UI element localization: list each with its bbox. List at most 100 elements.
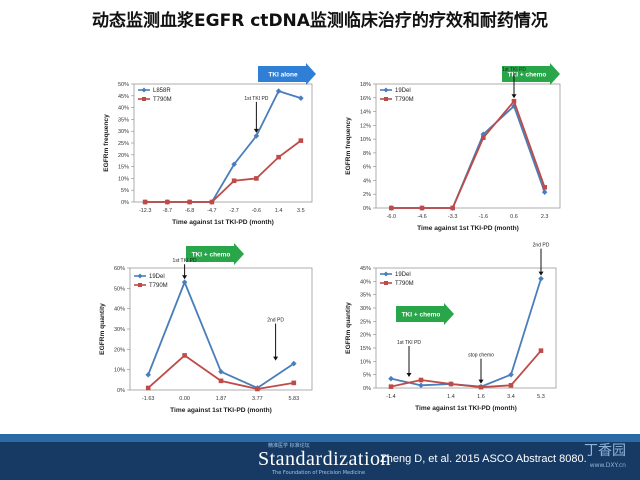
point-19Del [291, 360, 297, 367]
treatment-tag-label: TKI + chemo [192, 252, 231, 259]
x-tick-label: -2.7 [229, 208, 238, 214]
y-tick-label: 25% [118, 141, 129, 147]
point-T790M [538, 348, 544, 353]
point-L858R [298, 95, 304, 101]
y-tick-label: 30% [118, 129, 129, 135]
point-T790M [276, 154, 281, 160]
point-T790M [418, 377, 424, 383]
standardization-logo: 精准医学 标准论坛 Standardization The Foundation… [258, 442, 391, 478]
point-L858R [275, 88, 282, 94]
y-tick-label: 30% [360, 306, 371, 312]
x-tick-label: 3.5 [297, 208, 305, 214]
treatment-tag-arrow [396, 303, 454, 325]
x-tick-label: 1.6 [477, 394, 485, 400]
legend-marker [138, 283, 142, 287]
annotation-arrow-head [406, 373, 412, 377]
legend-marker [384, 97, 388, 101]
point-T790M [450, 205, 455, 211]
chart-2-svg: 0% 2% 4% 6% 8% 10% 12% 14% 16% 18% -6.0 -4.6 -3.3 -1.… [345, 63, 561, 232]
x-tick-label: -4.6 [417, 214, 426, 220]
point-T790M [255, 386, 260, 392]
y-tick-label: 10% [114, 368, 125, 374]
y-tick-label: 40% [114, 307, 125, 313]
x-tick-label: 5.83 [288, 396, 299, 402]
annotation-label: 1st TKI PD [502, 67, 526, 73]
y-axis-title: EGFRm quantity [99, 303, 106, 355]
x-axis-title: Time against 1st TKI-PD (month) [415, 405, 517, 412]
point-19Del [480, 131, 487, 138]
x-tick-label: -1.4 [386, 394, 395, 400]
annotation-arrow-head [478, 379, 484, 384]
y-tick-label: 8% [363, 151, 371, 157]
x-tick-label: -12.3 [139, 208, 152, 214]
x-tick-label: 3.4 [507, 394, 515, 400]
slide-title: 动态监测血浆EGFR ctDNA监测临床治疗的疗效和耐药情况 [92, 11, 548, 31]
watermark: 丁香园 [584, 443, 626, 459]
treatment-tag-arrow [258, 63, 316, 85]
x-axis-title: Time against 1st TKI-PD (month) [172, 219, 274, 226]
logo-sub-text: The Foundation of Precision Medicine [272, 470, 366, 476]
y-tick-label: 10% [360, 359, 371, 365]
x-tick-label: -3.3 [448, 214, 457, 220]
point-T790M [182, 353, 187, 358]
legend-label: 19Del [395, 88, 411, 94]
point-T790M [478, 384, 484, 390]
point-T790M [542, 185, 547, 190]
annotation-arrow-head [253, 128, 259, 133]
point-T790M [231, 178, 237, 184]
annotation-label: 2nd PD [533, 243, 550, 249]
x-tick-label: -1.6 [479, 214, 488, 220]
treatment-tag-label: TKI + chemo [508, 72, 547, 79]
x-tick-label: -8.7 [163, 208, 172, 214]
treatment-tag-arrow [502, 63, 560, 85]
legend-marker [384, 281, 388, 285]
y-tick-label: 0% [117, 388, 125, 394]
y-tick-label: 16% [360, 96, 371, 102]
chart-panel-1: 0% 5% 10% 15% 20% 25% 30% 35% 40% 45% 50% -12.3 -8.7… [90, 63, 320, 230]
x-tick-label: 1.87 [216, 396, 227, 402]
legend-marker [383, 87, 389, 93]
annotation-arrow-head [511, 94, 517, 99]
x-axis-title: Time against 1st TKI-PD (month) [170, 407, 272, 414]
y-tick-label: 40% [360, 279, 371, 285]
legend-marker [137, 273, 143, 279]
y-tick-label: 4% [363, 178, 371, 184]
y-tick-label: 10% [360, 137, 371, 143]
y-tick-label: 20% [118, 153, 129, 159]
y-tick-label: 15% [118, 165, 129, 171]
y-tick-label: 50% [114, 286, 125, 292]
y-tick-label: 35% [118, 117, 129, 123]
x-tick-label: -0.6 [252, 208, 261, 214]
y-tick-label: 40% [118, 106, 129, 112]
legend-marker [142, 97, 146, 101]
point-T790M [481, 135, 486, 141]
legend-marker [383, 271, 389, 277]
point-19Del [388, 375, 394, 382]
y-tick-label: 25% [360, 319, 371, 325]
y-tick-label: 0% [363, 386, 371, 392]
x-axis-title: Time against 1st TKI-PD (month) [417, 225, 519, 232]
point-T790M [419, 205, 425, 211]
point-T790M [511, 98, 517, 104]
logo-top-text: 精准医学 标准论坛 [268, 443, 310, 449]
y-tick-label: 18% [360, 82, 371, 88]
annotation-label: stop chemo [468, 353, 494, 359]
legend-label: T790M [149, 283, 168, 289]
x-tick-label: 0.00 [179, 396, 190, 402]
point-T790M [142, 199, 148, 205]
legend-label: T790M [153, 97, 172, 103]
y-tick-label: 35% [360, 293, 371, 299]
x-tick-label: 3.77 [252, 396, 263, 402]
treatment-tag-arrow [186, 243, 244, 265]
series-line-T790M [391, 99, 546, 209]
chart-1-svg: 0% 5% 10% 15% 20% 25% 30% 35% 40% 45% 50% -12.3 -8.7… [103, 63, 316, 226]
x-tick-label: 1.4 [447, 394, 455, 400]
annotation-label: 1st TKI PD [397, 340, 421, 346]
footer-band [0, 434, 640, 442]
point-T790M [448, 381, 454, 387]
citation: Zheng D, et al. 2015 ASCO Abstract 8080. [380, 453, 587, 465]
x-tick-label: -6.8 [185, 208, 194, 214]
y-tick-label: 12% [360, 123, 371, 129]
annotation-label: 1st TKI PD [244, 96, 268, 102]
legend-marker [141, 87, 147, 93]
